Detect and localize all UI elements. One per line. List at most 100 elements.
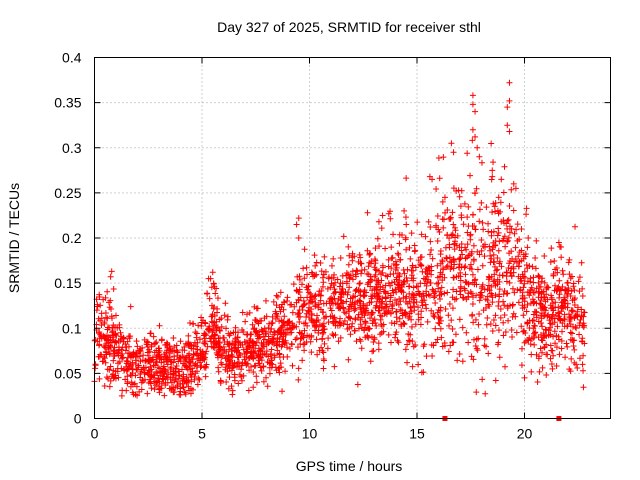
data-point [504,217,511,224]
data-point [518,226,525,233]
data-point [225,330,232,337]
data-point [289,362,296,369]
data-point [337,334,344,341]
data-point [133,338,140,345]
data-point [100,358,107,365]
data-point [465,339,472,346]
data-point [124,365,131,372]
data-point [487,247,494,254]
data-point [289,324,296,331]
y-tick-label: 0.3 [62,140,82,156]
data-point [558,345,565,352]
data-point [534,378,541,385]
data-point [108,268,115,275]
data-point [396,271,403,278]
data-point [287,345,294,352]
data-point [505,317,512,324]
data-point [181,343,188,350]
data-point [101,355,108,362]
data-point [238,362,245,369]
data-point [517,275,524,282]
data-point [535,288,542,295]
data-point [160,365,167,372]
data-point [136,388,143,395]
data-point [447,214,454,221]
data-point [115,344,122,351]
data-point [521,327,528,334]
data-point [320,309,327,316]
data-point [518,345,525,352]
data-point [225,352,232,359]
data-point [470,256,477,263]
data-point [458,264,465,271]
data-point [354,381,361,388]
data-point [392,258,399,265]
data-point [389,287,396,294]
data-point [105,299,112,306]
data-point [437,247,444,254]
data-point [104,315,111,322]
x-tick-label: 10 [302,426,318,442]
data-point [541,253,548,260]
data-point [523,262,530,269]
data-point [556,313,563,320]
data-point [304,332,311,339]
data-point [249,321,256,328]
data-point [382,245,389,252]
data-point [432,339,439,346]
data-point [556,351,563,358]
data-point [271,352,278,359]
data-point [508,327,515,334]
data-point [244,340,251,347]
data-point [538,310,545,317]
data-point [156,355,163,362]
data-point [194,368,201,375]
data-point [260,343,267,350]
data-point [492,312,499,319]
data-point [199,348,206,355]
data-point [276,336,283,343]
data-point [401,207,408,214]
data-point [357,306,364,313]
data-point [223,378,230,385]
data-point [491,203,498,210]
data-point [449,231,456,238]
data-point [250,369,257,376]
data-point [422,301,429,308]
data-point [360,305,367,312]
data-point [171,389,178,396]
data-point [330,290,337,297]
data-point [465,223,472,230]
data-point [261,315,268,322]
data-point [387,215,394,222]
data-point [494,341,501,348]
data-point [501,233,508,240]
data-point [387,309,394,316]
data-point [518,362,525,369]
data-point [456,244,463,251]
data-point [225,341,232,348]
data-point [379,212,386,219]
data-point [449,209,456,216]
data-point [372,266,379,273]
data-point [565,259,572,266]
data-point [545,327,552,334]
data-point [435,319,442,326]
data-point [210,323,217,330]
data-point [193,334,200,341]
data-point [572,312,579,319]
data-point [340,305,347,312]
data-point [569,297,576,304]
data-point [476,311,483,318]
data-point [428,307,435,314]
data-point [151,349,158,356]
data-point [291,303,298,310]
data-point [574,304,581,311]
data-point [570,283,577,290]
data-point [299,357,306,364]
data-point [139,357,146,364]
data-point [363,289,370,296]
data-point [464,150,471,157]
data-point [463,329,470,336]
data-point [538,336,545,343]
